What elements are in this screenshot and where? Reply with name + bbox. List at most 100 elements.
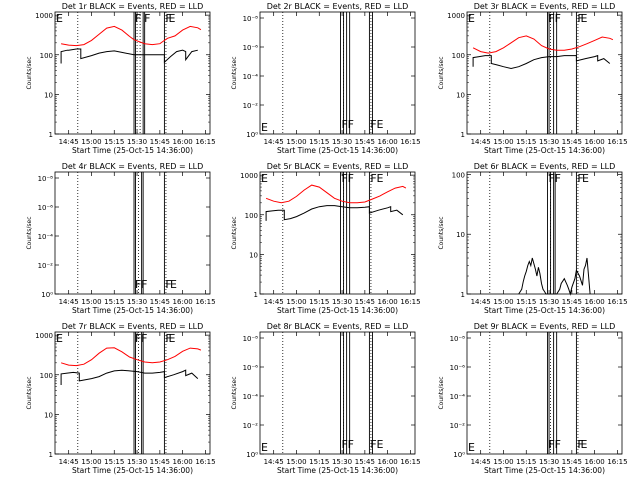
x-tick-label: 16:15: [195, 298, 215, 306]
x-tick-label: 14:45: [59, 138, 79, 146]
y-tick-label: 1: [49, 131, 53, 139]
marker-label: E: [170, 278, 177, 291]
plot-frame: [466, 171, 623, 295]
panel-title: Det 7r BLACK = Events, RED = LLD: [62, 322, 204, 331]
marker-label: F: [141, 332, 147, 345]
events-series-line: [265, 205, 404, 221]
x-tick-label: 16:00: [585, 298, 605, 306]
marker-label: F: [342, 118, 348, 131]
x-tick-label: 16:00: [378, 138, 398, 146]
lld-series-line: [61, 25, 202, 47]
marker-label: F: [555, 172, 561, 185]
y-axis-label: Counts/sec: [26, 376, 33, 409]
marker-label: E: [261, 441, 268, 454]
plot-frame: [466, 331, 623, 455]
y-axis-label: Counts/sec: [26, 216, 33, 249]
lld-series-line: [60, 347, 202, 367]
x-tick-label: 14:45: [264, 138, 284, 146]
y-tick-label: 10⁻²: [243, 422, 259, 430]
x-tick-label: 16:15: [607, 458, 627, 466]
x-axis-label: Start Time (25-Oct-15 14:36:00): [72, 146, 193, 155]
y-tick-label: 1000: [35, 12, 53, 20]
x-tick-label: 15:15: [516, 298, 536, 306]
marker-label: F: [370, 118, 376, 131]
x-tick-label: 15:30: [332, 458, 352, 466]
y-tick-label: 10⁻⁸: [450, 335, 466, 343]
x-tick-label: 15:00: [286, 298, 306, 306]
x-axis-label: Start Time (25-Oct-15 14:36:00): [277, 466, 398, 475]
y-tick-label: 1: [254, 291, 258, 299]
marker-label: F: [342, 172, 348, 185]
plot-frame: [259, 11, 416, 135]
y-tick-label: 10⁻⁴: [243, 393, 259, 401]
x-tick-label: 15:15: [104, 298, 124, 306]
x-tick-label: 15:15: [516, 138, 536, 146]
x-tick-label: 15:15: [104, 138, 124, 146]
x-tick-label: 15:00: [286, 458, 306, 466]
marker-label: E: [261, 121, 268, 134]
plot-frame: [259, 171, 416, 295]
panel-title: Det 8r BLACK = Events, RED = LLD: [267, 322, 409, 331]
y-tick-label: 10⁻²: [243, 102, 259, 110]
detector-panel: Det 8r BLACK = Events, RED = LLD 10⁰ 10⁻² 1…: [231, 322, 421, 475]
y-tick-label: 10⁻⁶: [38, 204, 54, 212]
x-tick-label: 15:45: [150, 138, 170, 146]
x-tick-label: 15:45: [355, 138, 375, 146]
x-tick-label: 15:00: [81, 298, 101, 306]
y-tick-label: 10: [456, 91, 465, 99]
marker-label: F: [348, 172, 354, 185]
x-tick-label: 16:15: [400, 298, 420, 306]
y-axis-label: Counts/sec: [438, 216, 445, 249]
detector-panel: Det 2r BLACK = Events, RED = LLD 10⁰ 10⁻² 1…: [231, 2, 421, 155]
detector-panel: Det 6r BLACK = Events, RED = LLD 1 10 100 Co…: [438, 162, 628, 315]
marker-label: E: [56, 332, 63, 345]
marker-label: F: [577, 438, 583, 451]
panel-title: Det 9r BLACK = Events, RED = LLD: [474, 322, 616, 331]
marker-label: F: [370, 172, 376, 185]
marker-label: E: [56, 12, 63, 25]
x-tick-label: 15:15: [104, 458, 124, 466]
marker-label: F: [348, 438, 354, 451]
y-tick-label: 1: [461, 291, 465, 299]
marker-label: F: [135, 278, 141, 291]
x-tick-label: 15:30: [539, 298, 559, 306]
x-tick-label: 15:15: [516, 458, 536, 466]
x-tick-label: 15:30: [332, 138, 352, 146]
detector-panel: Det 9r BLACK = Events, RED = LLD 10⁰ 10⁻² 1…: [438, 322, 628, 475]
x-tick-label: 15:45: [150, 458, 170, 466]
x-tick-label: 15:45: [562, 138, 582, 146]
plot-frame: [466, 11, 623, 135]
x-tick-label: 16:00: [378, 298, 398, 306]
x-tick-label: 15:30: [539, 458, 559, 466]
y-axis-label: Counts/sec: [26, 56, 33, 89]
y-axis-label: Counts/sec: [231, 56, 238, 89]
x-axis-label: Start Time (25-Oct-15 14:36:00): [484, 466, 605, 475]
y-axis-label: Counts/sec: [438, 56, 445, 89]
marker-label: F: [165, 278, 171, 291]
x-tick-label: 15:30: [127, 298, 147, 306]
panel-title: Det 3r BLACK = Events, RED = LLD: [474, 2, 616, 11]
x-tick-label: 15:00: [286, 138, 306, 146]
x-tick-label: 16:00: [378, 458, 398, 466]
x-tick-label: 15:00: [493, 458, 513, 466]
y-tick-label: 10⁻⁸: [243, 335, 259, 343]
detector-panel: Det 5r BLACK = Events, RED = LLD 1 10 100 10…: [231, 162, 421, 315]
x-tick-label: 16:15: [195, 458, 215, 466]
marker-label: F: [555, 438, 561, 451]
y-tick-label: 1000: [447, 12, 465, 20]
plot-frame: [259, 331, 416, 455]
x-tick-label: 16:15: [607, 138, 627, 146]
y-tick-label: 10⁻⁴: [450, 393, 466, 401]
marker-label: F: [141, 278, 147, 291]
x-tick-label: 14:45: [264, 458, 284, 466]
marker-label: E: [582, 172, 589, 185]
y-tick-label: 10: [249, 251, 258, 259]
y-tick-label: 10⁻⁴: [243, 73, 259, 81]
y-tick-label: 10: [44, 411, 53, 419]
y-tick-label: 1: [461, 131, 465, 139]
y-tick-label: 1: [49, 451, 53, 459]
plot-frame: [54, 171, 211, 295]
y-tick-label: 100: [452, 52, 465, 60]
detector-panel: Det 7r BLACK = Events, RED = LLD 1 10 100 10…: [26, 322, 216, 475]
marker-label: F: [144, 12, 150, 25]
